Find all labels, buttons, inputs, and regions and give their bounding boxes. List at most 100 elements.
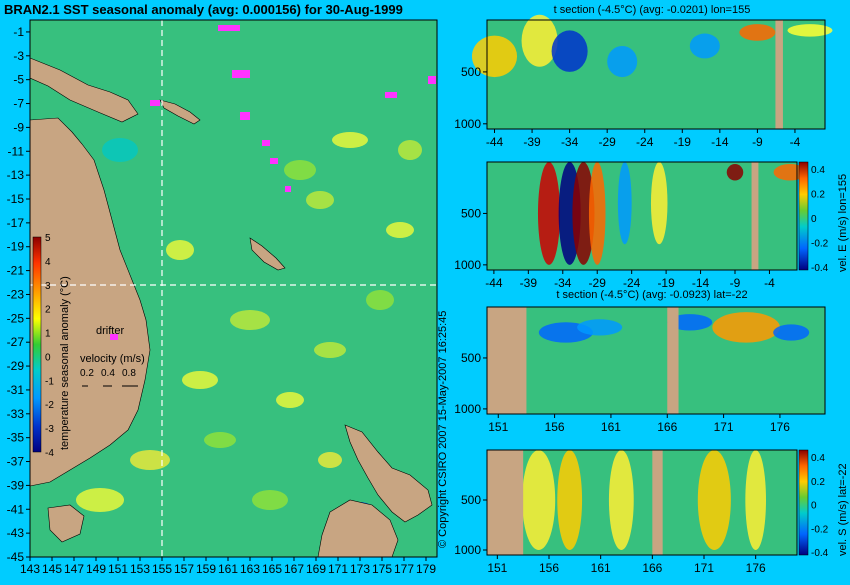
section-patch [617,162,632,245]
section-colorbar-tick-label: -0.2 [811,239,829,250]
drifter-label: drifter [96,325,124,337]
anomaly-patch [252,490,288,510]
section-x-tick-label: 171 [694,561,714,575]
map-y-tick-label: -11 [8,144,25,158]
map-colorbar-tick-label: 2 [45,305,51,316]
velocity-legend-value: 0.4 [101,368,115,379]
anomaly-patch [182,371,218,389]
section-x-tick-label: -34 [554,276,572,290]
section-frame [486,19,826,130]
section-x-tick-label: -19 [657,276,675,290]
anomaly-patch [398,140,422,160]
section-patch [521,14,558,67]
map-x-tick-label: 159 [196,562,216,576]
map-frame [29,19,438,558]
land-nz-north-island [344,424,433,523]
map-x-tick-label: 173 [350,562,370,576]
section-y-tick-label: 1000 [454,117,481,131]
anomaly-patch [386,222,414,238]
map-colorbar-ticks: 5 4 3 2 1 0 -1 -2 -3 -4 [45,233,54,459]
map-colorbar-tick-label: 5 [45,233,51,244]
map-y-tick-label: -43 [7,526,25,540]
section-frame [486,161,798,271]
map-x-tick-label: 145 [42,562,62,576]
section-patch [697,450,731,550]
section-y-tick-label: 500 [461,351,481,365]
section-colorbar-tick-label: -0.4 [811,263,829,274]
section-x-tick-label: -39 [520,276,538,290]
section-x-tick-label: -34 [561,135,579,149]
section-x-tick-label: -24 [623,276,641,290]
vel-e-colorbar-ticks: 0.4 0.2 0 -0.2 -0.4 [811,165,829,274]
anomaly-patch [276,392,304,408]
map-y-tick-label: -5 [13,73,24,87]
map-x-ticks: 143 145 147 149 151 153 155 157 159 161 163 165 167 1… [20,557,436,576]
drifter-marker [270,158,278,164]
section-patch [471,35,518,78]
map-x-tick-label: 175 [372,562,392,576]
map-x-tick-label: 155 [152,562,172,576]
map-colorbar-tick-label: -3 [45,424,54,435]
map-colorbar-tick-label: 4 [45,257,51,268]
drifter-marker [110,334,118,340]
map-y-tick-label: -1 [13,25,24,39]
vel-e-section-panel: 500 1000 -44 -39 -34 -29 -24 -19 -14 -9 -4 [454,161,807,290]
map-colorbar-label: temperature seasonal anomaly (°C) [59,276,71,450]
section-x-tick-label: -14 [692,276,710,290]
drifter-marker [218,25,240,31]
land-cape-york [29,117,151,487]
copyright-watermark: © Copyright CSIRO 2007 15-May-2007 16:25… [437,311,449,548]
vel-e-colorbar-label: vel. E (m/s) lon=155 [837,174,849,272]
map-y-tick-label: -19 [7,240,25,254]
drifter-marker [285,186,291,192]
section-patch [787,24,833,37]
map-y-tick-label: -17 [7,216,25,230]
section-frame [486,449,798,556]
velocity-legend-title: velocity (m/s) [80,353,145,365]
section-y-tick-label: 1000 [454,543,481,557]
map-colorbar-tick-label: 1 [45,329,51,340]
anomaly-patch [314,342,346,358]
map-x-tick-label: 179 [416,562,436,576]
section-field [487,162,797,270]
anomaly-patch [130,450,170,470]
section-x-tick-label: 166 [642,561,662,575]
drifter-marker [240,112,250,120]
map-x-tick-label: 163 [240,562,260,576]
anomaly-patch [76,488,124,512]
section-land [652,450,663,555]
map-x-tick-label: 149 [86,562,106,576]
section-y-tick-label: 1000 [454,402,481,416]
section-land [667,307,679,414]
section-land [775,20,783,129]
section-x-tick-label: 161 [591,561,611,575]
section-x-tick-label: -9 [752,135,763,149]
vel-s-colorbar-ticks: 0.4 0.2 0 -0.2 -0.4 [811,453,829,559]
section-patch [557,450,583,550]
section-x-tick-label: -44 [486,135,504,149]
map-y-tick-label: -45 [7,550,25,564]
anomaly-patch [284,160,316,180]
land-new-caledonia [249,237,286,271]
section-x-tick-label: -9 [730,276,741,290]
section-patch [537,162,561,265]
anomaly-patch [166,240,194,260]
map-colorbar-tick-label: 3 [45,281,51,292]
anomaly-patch [332,132,368,148]
section-x-tick-label: 156 [539,561,559,575]
t-section-lat-title: t section (-4.5°C) (avg: -0.0923) lat=-2… [556,289,747,301]
map-x-tick-label: 143 [20,562,40,576]
map-y-tick-label: -35 [7,431,25,445]
map-y-tick-label: -21 [7,264,25,278]
section-x-tick-label: 176 [746,561,766,575]
section-x-tick-label: 161 [601,420,621,434]
map-colorbar-tick-label: -1 [45,376,54,387]
map-x-tick-label: 167 [284,562,304,576]
anomaly-patch [102,138,138,162]
map-colorbar-tick-label: -4 [45,448,54,459]
section-patch [650,162,668,245]
map-x-tick-label: 157 [174,562,194,576]
section-patch [588,162,606,265]
section-x-tick-label: -14 [711,135,729,149]
